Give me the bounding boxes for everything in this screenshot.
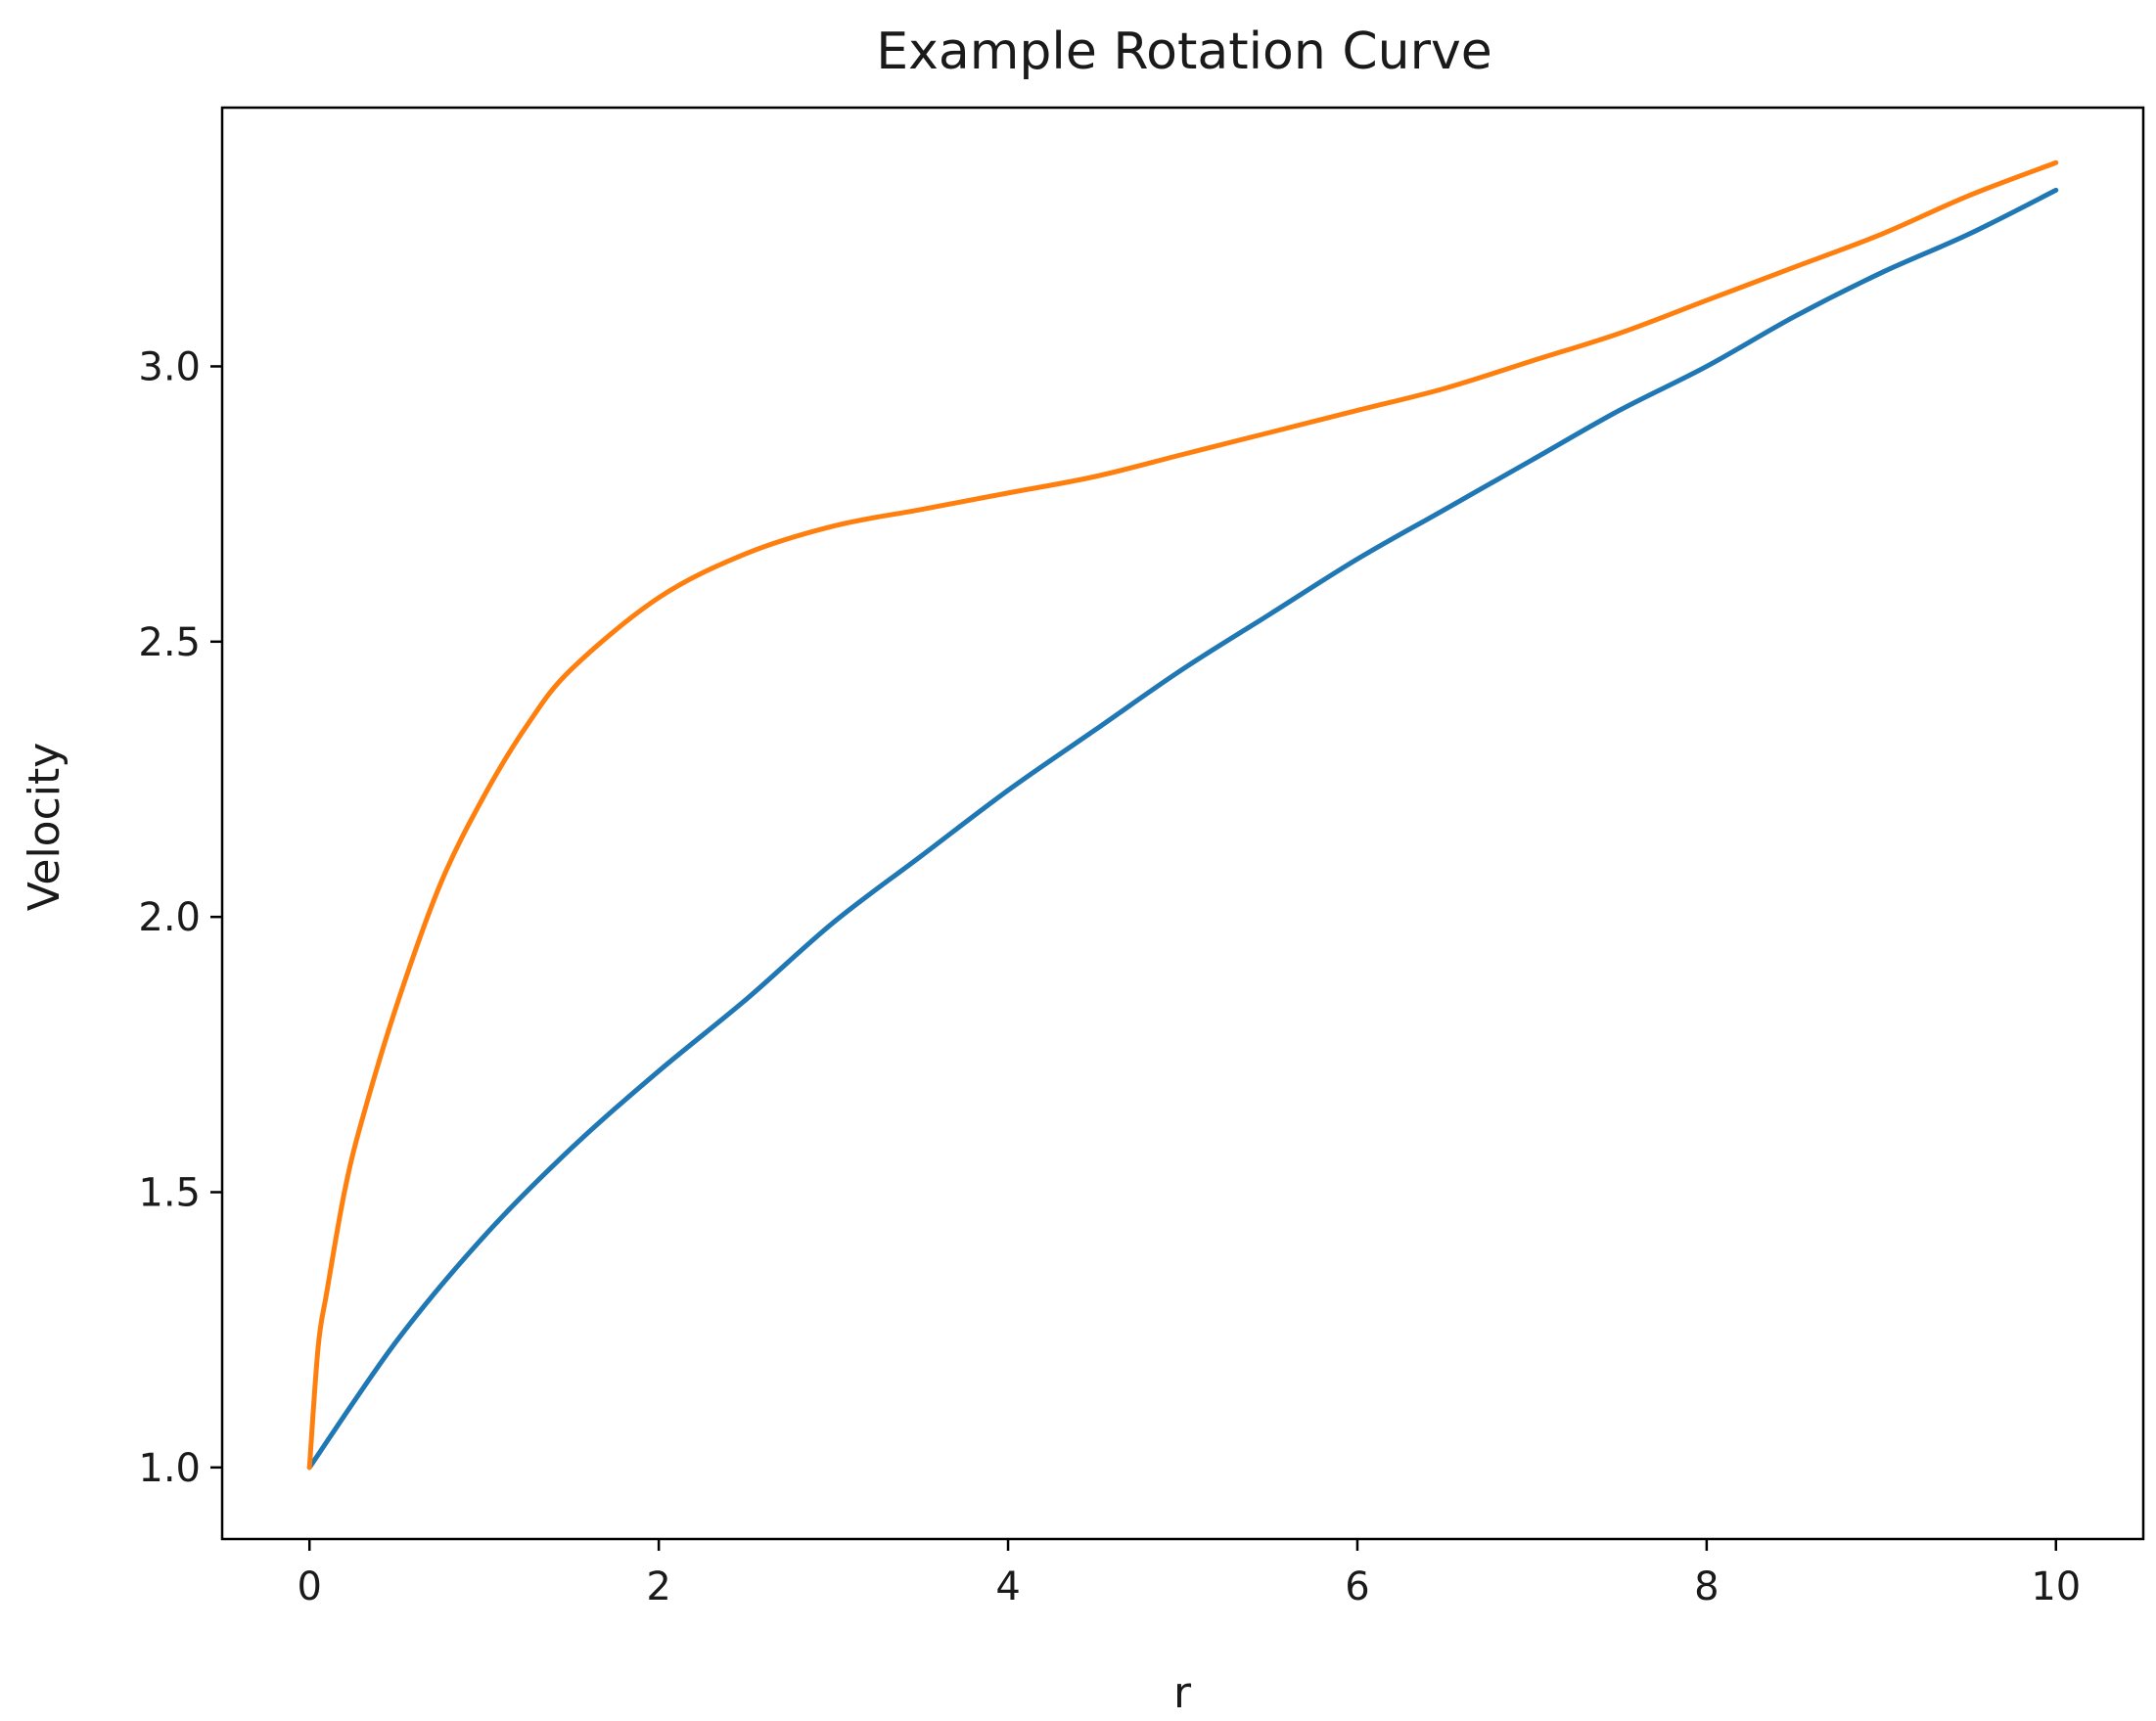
y-tick-label: 3.0 — [138, 344, 201, 389]
x-tick-label: 10 — [2031, 1564, 2081, 1609]
x-axis-label: r — [1173, 1668, 1192, 1718]
y-axis-label: Velocity — [20, 743, 69, 912]
y-axis: 1.0 1.5 2.0 2.5 3.0 — [138, 344, 222, 1491]
series-line-1 — [306, 187, 2059, 1471]
x-tick-label: 6 — [1345, 1564, 1369, 1609]
y-tick-label: 1.0 — [138, 1446, 201, 1491]
x-axis: 0 2 4 6 8 10 — [298, 1539, 2081, 1609]
series-line-2 — [306, 159, 2059, 1471]
plot-frame — [220, 106, 2145, 1541]
y-tick-label: 2.5 — [138, 620, 201, 665]
series-layer — [306, 159, 2059, 1471]
y-tick-label: 1.5 — [138, 1171, 201, 1216]
chart-title: Example Rotation Curve — [876, 23, 1492, 81]
x-tick-label: 4 — [995, 1564, 1020, 1609]
x-tick-label: 8 — [1694, 1564, 1719, 1609]
x-tick-label: 2 — [646, 1564, 670, 1609]
x-tick-label: 0 — [298, 1564, 322, 1609]
y-tick-label: 2.0 — [138, 895, 201, 940]
